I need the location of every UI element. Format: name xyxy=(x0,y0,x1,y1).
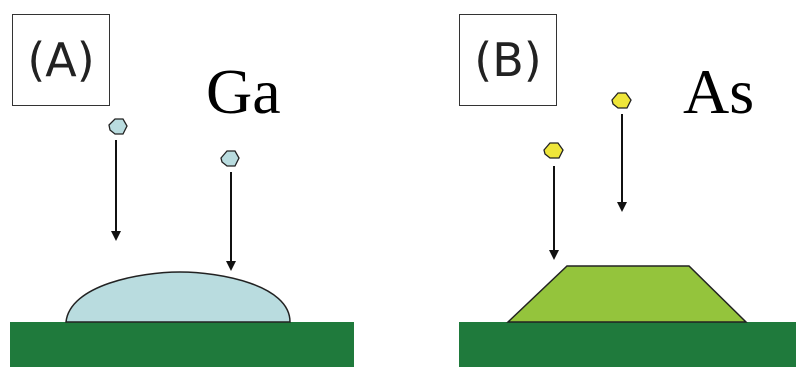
panel-b-graphics xyxy=(459,92,796,367)
panel-b-species-label: As xyxy=(683,56,755,127)
panel-a-label: (A) xyxy=(12,14,110,106)
panel-a-substrate xyxy=(10,322,354,367)
panel-a-ga-atom xyxy=(220,150,240,167)
panel-b-as-atom xyxy=(543,142,564,159)
panel-b-gaas-island xyxy=(506,265,748,323)
panel-b-as-atom xyxy=(611,92,632,109)
panel-a-graphics xyxy=(10,118,354,367)
panel-a-ga-droplet xyxy=(65,271,291,323)
panel-b-label: (B) xyxy=(459,14,557,106)
panel-b-substrate xyxy=(459,322,796,367)
panel-a-species-label: Ga xyxy=(206,56,281,127)
panel-a-ga-atom xyxy=(108,118,128,135)
